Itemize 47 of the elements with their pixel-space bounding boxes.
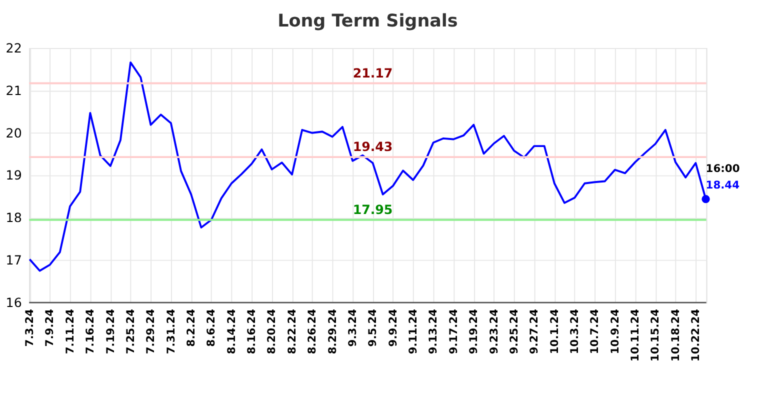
y-tick-label: 19 xyxy=(6,168,22,183)
y-tick-label: 21 xyxy=(6,82,22,98)
x-tick-label: 8.26.24 xyxy=(306,308,319,354)
y-tick-label: 17 xyxy=(6,252,22,268)
y-tick-label: 16 xyxy=(6,294,22,310)
ref-line-label: 21.17 xyxy=(352,65,393,80)
chart-title: Long Term Signals xyxy=(278,12,458,32)
x-tick-label: 9.19.24 xyxy=(467,308,480,354)
x-tick-label: 8.29.24 xyxy=(326,308,339,354)
x-tick-label: 9.23.24 xyxy=(487,308,500,354)
x-tick-label: 9.5.24 xyxy=(366,308,380,347)
x-tick-label: 10.15.24 xyxy=(648,308,662,362)
x-tick-label: 10.22.24 xyxy=(689,308,702,362)
x-tick-label: 8.14.24 xyxy=(224,308,238,354)
ref-line-label: 17.95 xyxy=(352,202,393,218)
x-tick-label: 10.3.24 xyxy=(568,308,581,354)
ref-line-label: 19.43 xyxy=(352,139,393,154)
x-tick-label: 10.7.24 xyxy=(588,308,602,354)
x-tick-label: 9.13.24 xyxy=(426,308,440,354)
annotation: 16:00 xyxy=(706,162,740,175)
x-tick-label: 7.19.24 xyxy=(104,308,117,354)
x-tick-label: 7.16.24 xyxy=(84,308,97,354)
x-tick-label: 7.3.24 xyxy=(23,308,36,347)
x-tick-label: 7.29.24 xyxy=(144,308,158,354)
y-tick-label: 22 xyxy=(6,40,22,56)
x-tick-label: 9.11.24 xyxy=(406,308,420,354)
x-tick-label: 8.16.24 xyxy=(245,308,258,354)
x-tick-label: 9.27.24 xyxy=(528,308,541,354)
x-tick-label: 8.22.24 xyxy=(285,308,298,354)
x-tick-label: 10.9.24 xyxy=(608,308,622,354)
x-tick-label: 7.25.24 xyxy=(124,308,137,354)
x-tick-label: 8.2.24 xyxy=(184,308,198,347)
x-tick-label: 9.9.24 xyxy=(386,308,400,347)
annotation: 18.44 xyxy=(706,178,740,192)
x-tick-label: 8.6.24 xyxy=(204,308,218,347)
y-tick-label: 18 xyxy=(6,210,22,226)
x-tick-label: 9.25.24 xyxy=(507,308,520,354)
x-tick-label: 9.3.24 xyxy=(346,308,359,347)
x-tick-label: 8.20.24 xyxy=(265,308,278,354)
x-tick-label: 10.1.24 xyxy=(548,308,561,354)
x-tick-label: 10.11.24 xyxy=(628,308,642,362)
x-tick-label: 7.31.24 xyxy=(164,308,178,354)
x-tick-label: 9.17.24 xyxy=(446,308,460,354)
y-tick-label: 20 xyxy=(6,125,22,140)
x-tick-label: 10.18.24 xyxy=(668,308,682,362)
x-tick-label: 7.9.24 xyxy=(43,308,56,347)
x-tick-label: 7.11.24 xyxy=(63,308,76,354)
